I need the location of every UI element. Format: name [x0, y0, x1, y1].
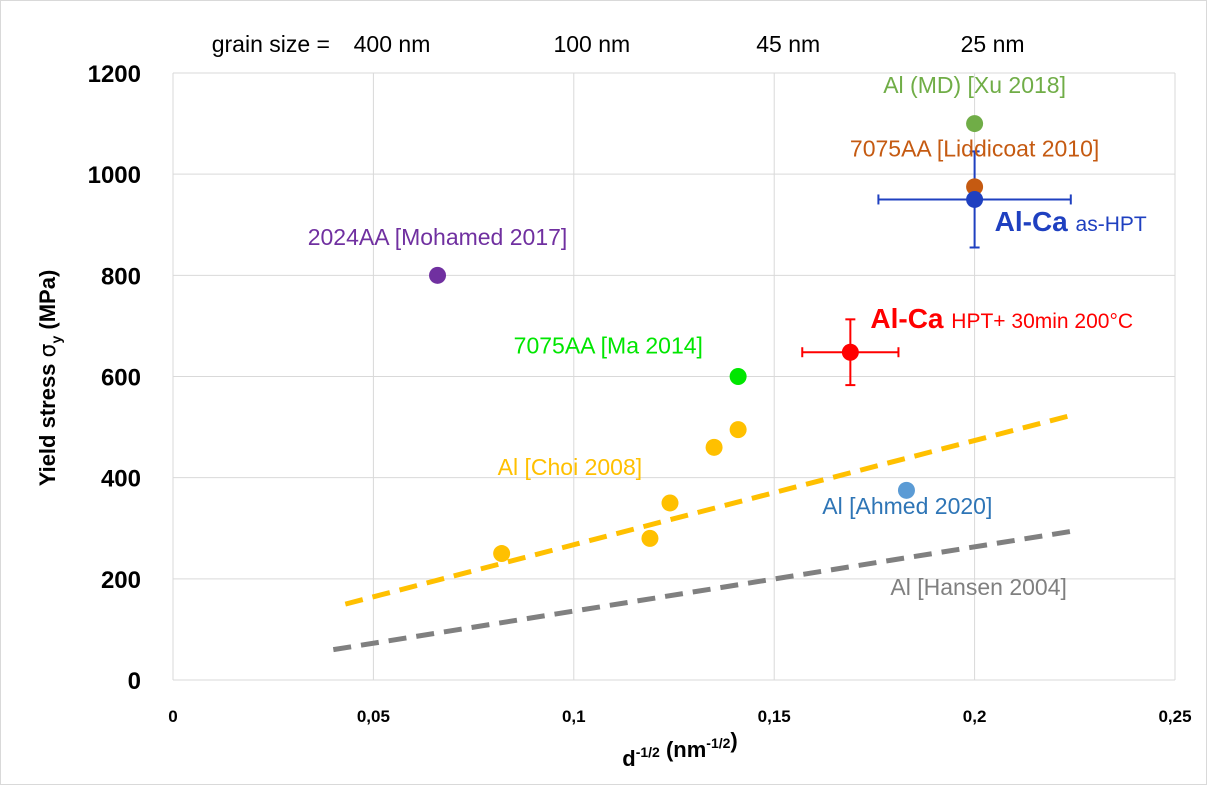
- grain-size-label: 25 nm: [961, 31, 1025, 57]
- annotations: Al (MD) [Xu 2018] 7075AA [Liddicoat 2010]…: [308, 72, 1147, 600]
- grain-size-label: 400 nm: [354, 31, 431, 57]
- y-tick-label: 200: [101, 567, 141, 594]
- point-al-ca-hpt-30min-200-c: [841, 343, 859, 361]
- trend-line-al-hansen-2004: [332, 528, 1076, 653]
- y-tick-label: 400: [101, 466, 141, 493]
- label-al-md-xu-2018: Al (MD) [Xu 2018]: [883, 72, 1066, 98]
- label-al-ca-hpt-30min-200-c: Al-Ca HPT+ 30min 200°C: [870, 303, 1133, 334]
- label-2024aa-mohamed-2017: 2024AA [Mohamed 2017]: [308, 224, 568, 250]
- grain-size-prefix: grain size =: [212, 31, 330, 57]
- point-al-ca-as-hpt: [966, 190, 984, 208]
- y-tick-label: 0: [128, 668, 141, 695]
- y-tick-label: 1200: [88, 61, 141, 88]
- x-tick-label: 0,15: [758, 707, 791, 726]
- point-al-choi-2008: [705, 438, 723, 456]
- label-al-choi-2008: Al [Choi 2008]: [498, 454, 642, 480]
- label-7075aa-ma-2014: 7075AA [Ma 2014]: [514, 333, 703, 359]
- y-axis-title: Yield stress σy (MPa): [35, 270, 64, 487]
- trend-lines: [332, 412, 1076, 653]
- grain-size-axis: grain size = 400 nm 100 nm 45 nm 25 nm: [212, 31, 1025, 57]
- point-7075aa-liddicoat-2010: [966, 178, 984, 196]
- label-7075aa-liddicoat-2010: 7075AA [Liddicoat 2010]: [850, 135, 1099, 161]
- point-al-md-xu-2018: [966, 115, 984, 133]
- axes: 0 200 400 600 800 1000 1200 0 0,05 0,1 0,15 0,2 0,25…: [35, 61, 1192, 771]
- point-al-choi-2008: [661, 494, 679, 512]
- label-al-ca-as-hpt: Al-Ca as-HPT: [995, 206, 1147, 237]
- grain-size-label: 45 nm: [756, 31, 820, 57]
- point-al-choi-2008: [641, 529, 659, 547]
- point-al-ahmed-2020: [897, 481, 915, 499]
- point-2024aa-mohamed-2017: [429, 266, 447, 284]
- y-tick-label: 1000: [88, 162, 141, 189]
- x-tick-label: 0,25: [1158, 707, 1191, 726]
- y-tick-label: 600: [101, 365, 141, 392]
- x-tick-label: 0,05: [357, 707, 390, 726]
- trend-line-choi-2008-fit: [344, 412, 1076, 607]
- x-tick-label: 0,2: [963, 707, 987, 726]
- point-al-choi-2008: [493, 545, 511, 563]
- grain-size-label: 100 nm: [553, 31, 630, 57]
- label-al-hansen-2004: Al [Hansen 2004]: [890, 574, 1066, 600]
- data-points: [429, 115, 984, 563]
- y-tick-label: 800: [101, 263, 141, 290]
- x-tick-label: 0,1: [562, 707, 586, 726]
- point-al-choi-2008: [729, 421, 747, 439]
- label-al-ahmed-2020: Al [Ahmed 2020]: [822, 493, 992, 519]
- point-7075aa-ma-2014: [729, 368, 747, 385]
- x-tick-label: 0: [168, 707, 177, 726]
- x-axis-title: d-1/2 (nm-1/2): [622, 728, 737, 771]
